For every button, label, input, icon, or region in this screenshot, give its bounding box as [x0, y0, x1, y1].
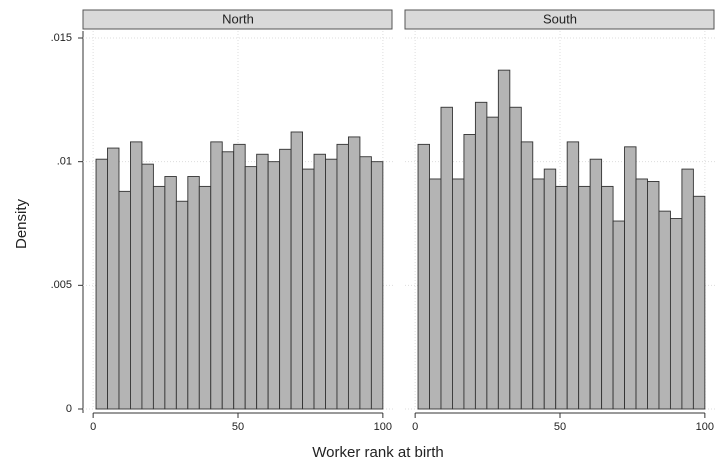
bar [589, 158, 603, 410]
bar [256, 153, 269, 410]
strip [82, 9, 393, 30]
bar [647, 181, 660, 410]
bar [658, 210, 671, 410]
bar [198, 185, 212, 410]
bar [141, 163, 154, 410]
y-tick-label: .005 [51, 279, 72, 291]
bar [164, 176, 177, 410]
bar [612, 220, 625, 410]
y-tick-label: .015 [51, 32, 72, 44]
bar [187, 176, 200, 410]
bar [118, 190, 131, 410]
bar [486, 116, 499, 410]
x-tick-label: 50 [554, 421, 566, 433]
bar [463, 134, 476, 410]
bar [555, 185, 568, 410]
panel-title: South [543, 11, 577, 26]
bar [347, 136, 361, 410]
x-tick-label: 0 [90, 421, 96, 433]
bar [290, 131, 303, 410]
bar [95, 158, 108, 410]
y-tick-label: .01 [57, 156, 72, 168]
panel-title: North [222, 11, 254, 26]
bar [578, 185, 591, 410]
bar [543, 168, 557, 410]
bar [692, 195, 706, 410]
x-tick-label: 50 [232, 421, 244, 433]
bar [267, 161, 281, 410]
bar [233, 143, 246, 410]
bar [452, 178, 465, 410]
bar [130, 141, 143, 410]
bar [624, 146, 637, 410]
bar [429, 178, 442, 410]
strip [404, 9, 715, 30]
bar [359, 156, 372, 410]
bar [635, 178, 648, 410]
bar [497, 69, 511, 410]
bar [440, 106, 453, 410]
bar [210, 141, 223, 410]
bar [566, 141, 580, 410]
bar [221, 151, 235, 410]
y-axis-title: Density [13, 198, 30, 249]
bar [532, 178, 545, 410]
bar [107, 147, 120, 410]
bar [370, 161, 384, 410]
bar [509, 106, 522, 410]
x-axis-title: Worker rank at birth [312, 444, 443, 461]
bar [152, 185, 166, 410]
y-tick-label: 0 [66, 403, 72, 415]
bar [601, 185, 614, 410]
bar [417, 143, 430, 410]
bar [244, 166, 258, 410]
bar [325, 158, 338, 410]
bar [474, 101, 488, 410]
bar [520, 141, 534, 410]
x-tick-label: 100 [374, 421, 392, 433]
bar [313, 153, 326, 410]
bar [336, 143, 349, 410]
bar [279, 148, 292, 410]
bar [669, 218, 683, 410]
bar [681, 168, 694, 410]
x-tick-label: 0 [412, 421, 418, 433]
bar [302, 168, 315, 410]
bar [175, 200, 189, 410]
x-tick-label: 100 [696, 421, 714, 433]
